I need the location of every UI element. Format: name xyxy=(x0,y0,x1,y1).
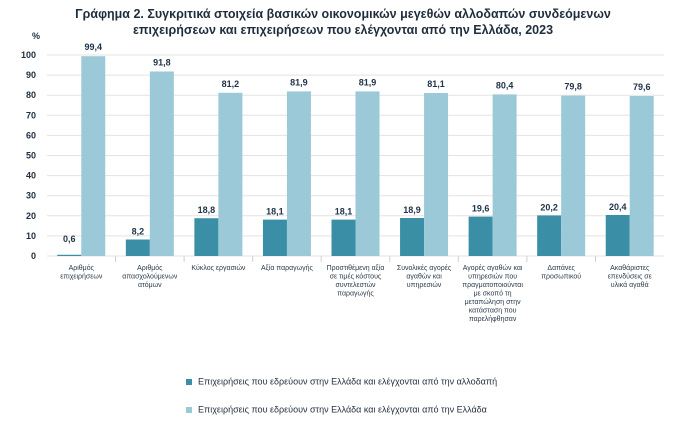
x-category-label-line: υπηρεσιών xyxy=(407,281,442,289)
bar-series-2 xyxy=(355,91,380,256)
data-label-series-1: 18,1 xyxy=(335,207,353,217)
x-category-label: Συνολικές αγορές αγαθών και υπηρεσιών xyxy=(397,264,452,289)
y-tick-label: 70 xyxy=(26,110,36,120)
x-category-label-line: κατάσταση που xyxy=(469,307,517,315)
x-category-label: Αριθμός επιχειρήσεων xyxy=(60,264,103,281)
bar-series-2 xyxy=(424,92,449,256)
bar-series-1 xyxy=(468,216,493,256)
legend-label-series-1: Επιχειρήσεις που εδρεύουν στην Ελλάδα κα… xyxy=(198,376,498,387)
y-tick-label: 0 xyxy=(31,251,36,261)
x-category-label-line: Αριθμός xyxy=(69,264,95,272)
data-label-series-1: 18,9 xyxy=(403,205,421,215)
chart-title-line-2: επιχειρήσεων και επιχειρήσεων που ελέγχο… xyxy=(132,23,554,37)
data-label-series-1: 20,2 xyxy=(540,202,558,212)
y-tick-label: 50 xyxy=(26,151,36,161)
x-category-label-line: υπηρεσιών που xyxy=(468,273,517,281)
bar-series-2 xyxy=(286,91,311,256)
x-category-label-line: προσωπικού xyxy=(541,273,581,281)
bar-series-1 xyxy=(262,219,287,256)
legend-item-series-1: Επιχειρήσεις που εδρεύουν στην Ελλάδα κα… xyxy=(186,376,497,387)
legend-swatch-series-2 xyxy=(186,406,192,413)
data-label-series-1: 20,4 xyxy=(609,202,627,212)
x-category-label-line: με σκοπό τη xyxy=(474,290,512,298)
y-axis-unit-label: % xyxy=(32,31,40,41)
data-label-series-1: 19,6 xyxy=(472,204,490,214)
x-category-label-line: μεταπώληση στην xyxy=(465,298,521,306)
bar-series-2 xyxy=(218,92,243,257)
x-category-label: Κύκλος εργασιών xyxy=(191,264,246,272)
bar-series-2 xyxy=(149,71,174,257)
x-category-label-line: απασχολούμενων xyxy=(122,273,178,281)
data-label-series-2: 91,8 xyxy=(153,57,171,67)
x-category-label-line: Αξία παραγωγής xyxy=(261,264,314,272)
data-label-series-2: 99,4 xyxy=(85,42,103,52)
x-category-label: Προστιθέμενη αξία σε τιμές κόστους συντελε… xyxy=(327,264,385,298)
bar-series-1 xyxy=(57,254,82,256)
x-category-label-line: παραγωγής xyxy=(337,291,374,298)
legend-item-series-2: Επιχειρήσεις που εδρεύουν στην Ελλάδα κα… xyxy=(186,404,487,415)
data-label-series-2: 79,6 xyxy=(633,82,651,92)
chart-title-line-1: Γράφημα 2. Συγκριτικά στοιχεία βασικών ο… xyxy=(75,7,611,21)
data-label-series-2: 81,9 xyxy=(290,77,308,87)
x-category-label-line: επιχειρήσεων xyxy=(60,274,103,281)
legend-label-series-2: Επιχειρήσεις που εδρεύουν στην Ελλάδα κα… xyxy=(198,404,487,415)
x-category-label: Ακαθάριστες επενδύσεις σε υλικά αγαθά xyxy=(608,264,652,289)
bar-series-1 xyxy=(125,239,150,256)
data-label-series-1: 18,1 xyxy=(266,207,284,217)
x-category-label: Δαπάνες προσωπικού xyxy=(541,264,581,281)
bar-series-2 xyxy=(492,94,517,256)
data-label-series-2: 81,2 xyxy=(222,79,240,89)
bar-series-1 xyxy=(331,219,356,256)
y-tick-label: 40 xyxy=(26,171,36,181)
x-category-label-line: επενδύσεις σε xyxy=(608,273,652,281)
y-tick-label: 80 xyxy=(26,90,36,100)
x-category-label-line: υλικά αγαθά xyxy=(611,281,649,289)
x-category-label-line: Συνολικές αγορές xyxy=(397,264,452,272)
x-category-label-line: Αριθμός xyxy=(137,264,163,272)
data-label-series-2: 81,9 xyxy=(359,77,377,87)
y-tick-label: 100 xyxy=(21,50,36,60)
bar-series-2 xyxy=(81,56,106,257)
bar-series-1 xyxy=(537,215,562,256)
x-category-label-line: σε τιμές κόστους xyxy=(330,273,382,281)
bar-series-1 xyxy=(400,218,425,256)
y-tick-label: 60 xyxy=(26,130,36,140)
data-label-series-2: 79,8 xyxy=(564,82,582,92)
y-tick-label: 30 xyxy=(26,191,36,201)
bar-series-2 xyxy=(629,96,654,256)
y-tick-label: 10 xyxy=(26,231,36,241)
x-category-label-line: Δαπάνες xyxy=(547,264,575,272)
data-label-series-2: 80,4 xyxy=(496,80,514,90)
x-category-label-line: συντελεστών xyxy=(335,281,376,289)
x-category-label: Αριθμός απασχολούμενων ατόμων xyxy=(122,264,178,289)
chart-title: Γράφημα 2. Συγκριτικά στοιχεία βασικών ο… xyxy=(0,6,686,38)
data-label-series-1: 18,8 xyxy=(198,205,216,215)
x-category-label-line: παρελήφθησαν xyxy=(469,316,517,323)
data-label-series-1: 0,6 xyxy=(63,234,76,244)
data-label-series-1: 8,2 xyxy=(132,227,145,237)
bar-series-1 xyxy=(194,218,219,256)
x-category-label-line: Ακαθάριστες xyxy=(610,264,650,272)
x-category-label-line: Προστιθέμενη αξία xyxy=(327,264,385,272)
y-tick-label: 20 xyxy=(26,211,36,221)
x-category-label-line: Αγορές αγαθών και xyxy=(463,264,523,272)
x-category-label-line: πραγματοποιούνται xyxy=(462,281,523,289)
legend-swatch-series-1 xyxy=(186,378,192,385)
data-label-series-2: 81,1 xyxy=(427,79,445,89)
x-category-label: Αγορές αγαθών και υπηρεσιών που πραγματοπο… xyxy=(462,264,523,323)
bar-series-1 xyxy=(605,214,630,256)
bar-series-2 xyxy=(561,95,586,257)
x-category-label-line: ατόμων xyxy=(138,281,162,289)
x-category-label-line: Κύκλος εργασιών xyxy=(191,264,246,272)
y-tick-label: 90 xyxy=(26,70,36,80)
x-category-label: Αξία παραγωγής xyxy=(261,264,314,272)
x-category-label-line: αγαθών και xyxy=(406,273,442,281)
